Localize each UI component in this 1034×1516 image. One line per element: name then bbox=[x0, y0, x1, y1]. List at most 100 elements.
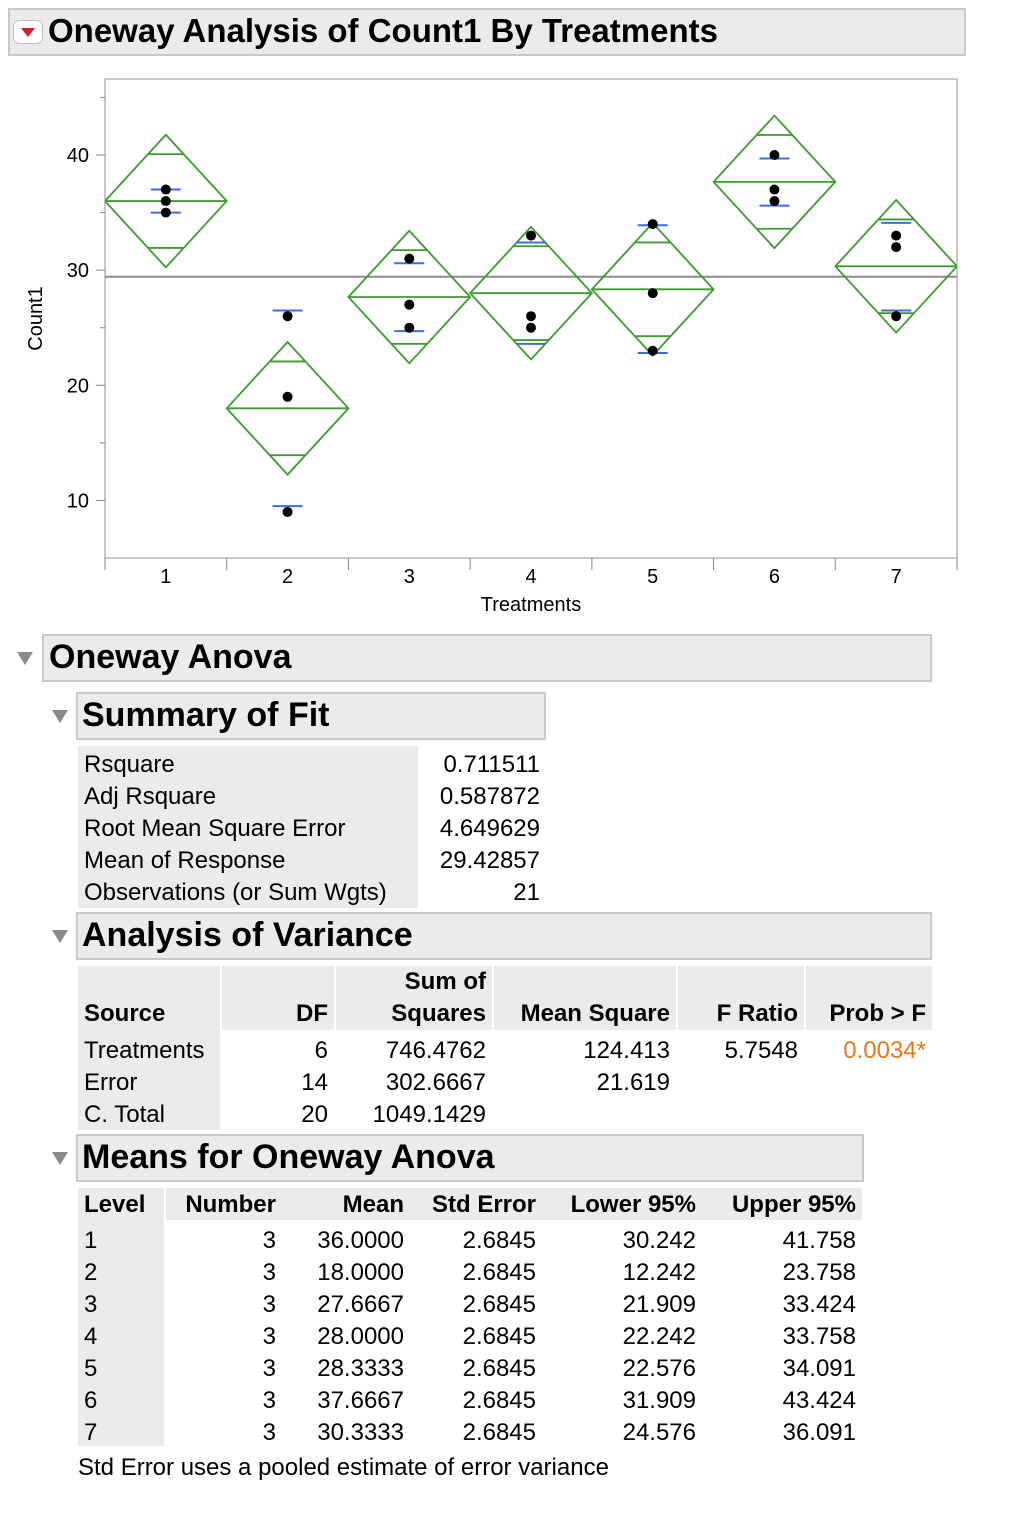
y-axis-label: Count1 bbox=[25, 286, 47, 351]
summary-fit-value: 0.587872 bbox=[439, 783, 540, 810]
means-number-cell: 3 bbox=[262, 1291, 276, 1318]
disclosure-summary-fit-icon[interactable] bbox=[52, 710, 68, 723]
means-std-error-cell: 2.6845 bbox=[462, 1227, 536, 1254]
aov-ss-cell: 302.6667 bbox=[385, 1069, 486, 1096]
aov-source-label-column bbox=[78, 966, 220, 1130]
data-point bbox=[769, 184, 780, 195]
summary-fit-label: Observations (or Sum Wgts) bbox=[84, 879, 387, 906]
means-mean-cell: 36.0000 bbox=[317, 1227, 404, 1254]
means-lower95-cell: 22.242 bbox=[622, 1323, 696, 1350]
summary-fit-value: 0.711511 bbox=[443, 751, 540, 778]
aov-col-ss-top: Sum of bbox=[404, 968, 486, 995]
means-upper95-cell: 34.091 bbox=[782, 1355, 856, 1382]
aov-ms-cell: 124.413 bbox=[583, 1037, 670, 1064]
means-level-cell: 6 bbox=[84, 1387, 98, 1414]
means-upper95-header: Upper 95% bbox=[731, 1191, 856, 1218]
aov-ms-cell: 21.619 bbox=[596, 1069, 670, 1096]
aov-col-f: F Ratio bbox=[716, 1000, 798, 1027]
red-triangle-menu-icon[interactable] bbox=[13, 20, 43, 44]
means-diamond bbox=[834, 198, 957, 334]
means-mean-cell: 28.3333 bbox=[317, 1355, 404, 1382]
data-point bbox=[526, 322, 536, 333]
means-header[interactable] bbox=[76, 1134, 864, 1182]
report-title: Oneway Analysis of Count1 By Treatments bbox=[48, 12, 718, 49]
data-point bbox=[404, 299, 415, 310]
means-number-cell: 3 bbox=[262, 1259, 276, 1286]
summary-fit-label: Root Mean Square Error bbox=[84, 815, 346, 842]
disclosure-means-icon[interactable] bbox=[52, 1152, 68, 1165]
summary-fit-label: Rsquare bbox=[84, 751, 175, 778]
data-point bbox=[404, 253, 415, 264]
summary-fit-value: 4.649629 bbox=[439, 815, 540, 842]
disclosure-oneway-anova-icon[interactable] bbox=[17, 652, 33, 665]
means-upper95-cell: 41.758 bbox=[782, 1227, 856, 1254]
data-point bbox=[282, 311, 293, 322]
data-point bbox=[160, 184, 171, 195]
aov-col-df: DF bbox=[296, 1000, 328, 1027]
data-point bbox=[891, 242, 902, 253]
means-upper95-cell: 23.758 bbox=[782, 1259, 856, 1286]
summary-fit-value: 21 bbox=[513, 879, 540, 906]
aov-header-bg-f bbox=[678, 966, 804, 1030]
aov-p-cell: 0.0034* bbox=[843, 1037, 926, 1064]
means-header-row-bg bbox=[166, 1188, 862, 1220]
means-level-cell: 3 bbox=[84, 1291, 98, 1318]
means-std-error-cell: 2.6845 bbox=[462, 1355, 536, 1382]
oneway-chart[interactable]: 10 20 30 40 Count1 1 2 3 4 5 6 7 Treatments bbox=[0, 60, 1034, 630]
means-number-cell: 3 bbox=[262, 1355, 276, 1382]
y-tick-label: 40 bbox=[67, 145, 89, 167]
means-title: Means for Oneway Anova bbox=[82, 1138, 495, 1176]
aov-df-cell: 14 bbox=[301, 1069, 328, 1096]
data-point bbox=[160, 207, 171, 218]
means-std-error-cell: 2.6845 bbox=[462, 1259, 536, 1286]
means-std-error-cell: 2.6845 bbox=[462, 1419, 536, 1446]
aov-header[interactable] bbox=[76, 912, 932, 960]
data-point bbox=[647, 345, 658, 356]
aov-source-cell: C. Total bbox=[84, 1101, 165, 1128]
disclosure-aov-icon[interactable] bbox=[52, 930, 68, 943]
means-number-cell: 3 bbox=[262, 1227, 276, 1254]
means-std-error-cell: 2.6845 bbox=[462, 1387, 536, 1414]
means-mean-cell: 18.0000 bbox=[317, 1259, 404, 1286]
summary-fit-value: 29.42857 bbox=[439, 847, 540, 874]
data-point bbox=[404, 322, 415, 333]
means-upper95-cell: 43.424 bbox=[782, 1387, 856, 1414]
means-level-cell: 5 bbox=[84, 1355, 98, 1382]
oneway-anova-header[interactable] bbox=[42, 634, 932, 682]
means-upper95-cell: 33.758 bbox=[782, 1323, 856, 1350]
y-tick-label: 20 bbox=[67, 375, 89, 397]
aov-col-source: Source bbox=[84, 1000, 166, 1027]
aov-header-bg-ms bbox=[494, 966, 676, 1030]
means-lower95-cell: 22.576 bbox=[622, 1355, 696, 1382]
means-level-cell: 2 bbox=[84, 1259, 98, 1286]
data-point bbox=[647, 219, 658, 230]
aov-col-p: Prob > F bbox=[829, 1000, 926, 1027]
means-level-cell: 1 bbox=[84, 1227, 98, 1254]
means-number-cell: 3 bbox=[262, 1387, 276, 1414]
means-lower95-cell: 21.909 bbox=[622, 1291, 696, 1318]
means-mean-cell: 27.6667 bbox=[317, 1291, 404, 1318]
data-point bbox=[647, 288, 658, 299]
aov-ss-cell: 1049.1429 bbox=[372, 1101, 486, 1128]
means-level-cell: 7 bbox=[84, 1419, 98, 1446]
data-point bbox=[891, 311, 902, 322]
report-header bbox=[8, 8, 966, 56]
x-tick-label: 4 bbox=[525, 566, 536, 588]
x-tick-label: 2 bbox=[282, 566, 293, 588]
means-mean-header: Mean bbox=[342, 1191, 404, 1218]
x-tick-label: 1 bbox=[160, 566, 171, 588]
aov-f-cell: 5.7548 bbox=[724, 1037, 798, 1064]
means-upper95-cell: 36.091 bbox=[782, 1419, 856, 1446]
means-level-header: Level bbox=[84, 1191, 146, 1218]
x-tick-label: 5 bbox=[647, 566, 658, 588]
x-tick-label: 7 bbox=[891, 566, 902, 588]
data-point bbox=[160, 196, 171, 207]
data-point bbox=[891, 230, 902, 241]
data-point bbox=[526, 311, 536, 322]
means-mean-cell: 37.6667 bbox=[317, 1387, 404, 1414]
means-mean-cell: 28.0000 bbox=[317, 1323, 404, 1350]
oneway-anova-title: Oneway Anova bbox=[49, 638, 292, 676]
summary-fit-header[interactable] bbox=[76, 692, 546, 740]
data-point bbox=[282, 506, 293, 517]
data-point bbox=[769, 196, 780, 207]
